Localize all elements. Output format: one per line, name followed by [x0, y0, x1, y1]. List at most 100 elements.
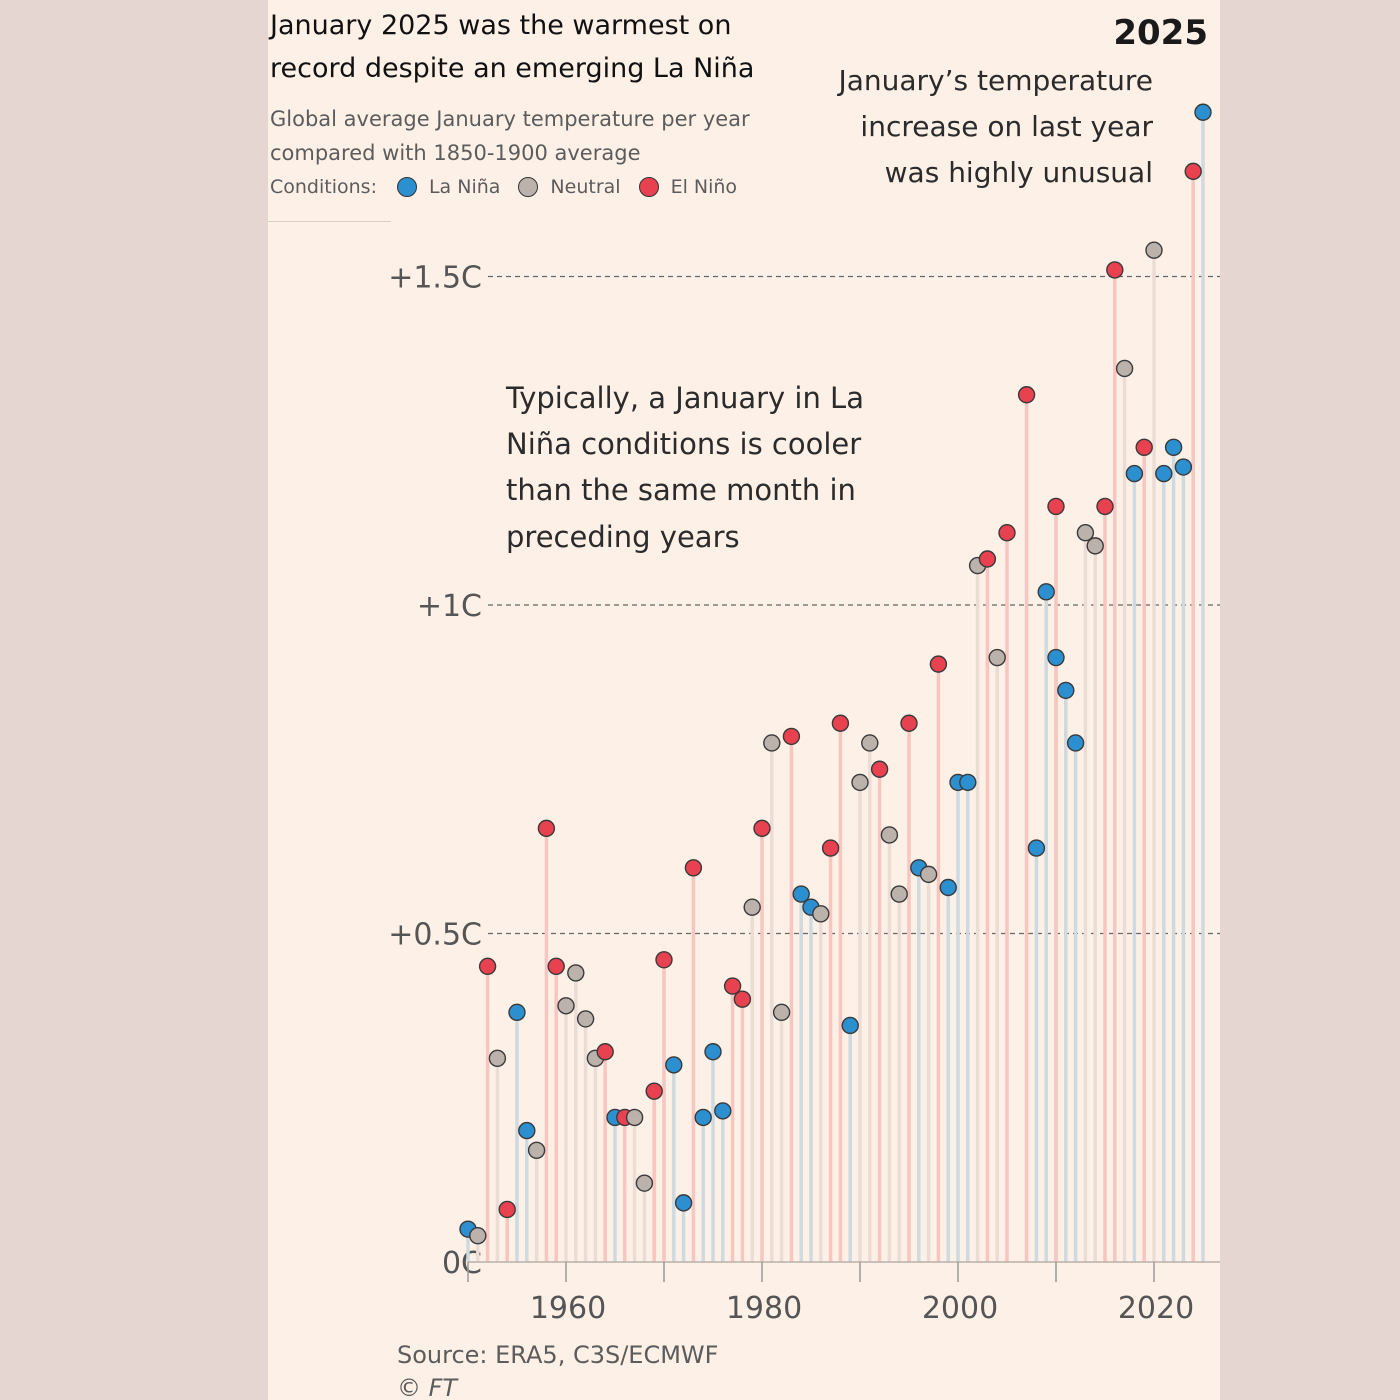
point-1975 [704, 1043, 722, 1061]
chart-title: January 2025 was the warmest on record d… [270, 10, 755, 84]
legend: Conditions: La Niña Neutral El Niño [270, 176, 755, 198]
point-2005 [998, 524, 1016, 542]
point-1970 [655, 951, 673, 969]
point-2017 [1115, 359, 1134, 378]
point-1972 [674, 1194, 693, 1212]
point-1988 [831, 714, 850, 732]
point-1990 [851, 773, 869, 792]
point-2013 [1076, 524, 1095, 542]
right-annotation-line-1: January’s temperature [836, 64, 1153, 97]
point-1987 [821, 839, 840, 857]
legend-label: Conditions: [270, 176, 377, 198]
point-1978 [733, 990, 752, 1008]
chart-page: January 2025 was the warmest on record d… [268, 0, 1220, 1400]
point-2012 [1066, 734, 1085, 752]
point-1958 [537, 819, 556, 838]
gridlines: 0C +0.5C +1C +1.5C [388, 261, 1220, 1281]
point-2008 [1027, 839, 1046, 857]
point-1955 [508, 1003, 526, 1022]
x-axis: 1960 1980 2000 2020 [467, 1261, 1220, 1326]
legend-swatch-el-nino [638, 177, 659, 197]
point-1999 [939, 878, 957, 897]
y-tick-label: +0.5C [388, 918, 482, 953]
x-tick-label: 2020 [1118, 1291, 1194, 1326]
point-2003 [978, 550, 997, 568]
point-2004 [988, 648, 1006, 667]
right-annotation-line-2: increase on last year [860, 110, 1153, 143]
header-divider [268, 221, 391, 222]
point-1957 [527, 1141, 546, 1160]
point-2022 [1164, 438, 1183, 457]
stems [466, 112, 1205, 1262]
legend-text-neutral: Neutral [550, 176, 621, 198]
x-tick-label: 1960 [530, 1291, 606, 1326]
point-2015 [1096, 497, 1114, 516]
point-1956 [518, 1121, 536, 1140]
point-1964 [596, 1043, 614, 1061]
legend-item-neutral: Neutral [518, 176, 621, 198]
point-2020 [1145, 241, 1163, 259]
point-1953 [488, 1049, 507, 1068]
point-2018 [1125, 464, 1144, 483]
point-1995 [900, 714, 918, 732]
point-1979 [743, 898, 761, 916]
chart-subtitle: Global average January temperature per y… [270, 107, 750, 165]
point-2024 [1184, 162, 1202, 181]
point-2023 [1174, 458, 1193, 476]
legend-item-la-nina: La Niña [396, 176, 501, 198]
point-1981 [763, 734, 781, 752]
point-1991 [861, 734, 879, 752]
legend-item-el-nino: El Niño [638, 176, 738, 198]
legend-text-el-nino: El Niño [670, 176, 738, 198]
point-1977 [723, 977, 742, 995]
middle-annotation-line-4: preceding years [506, 520, 740, 554]
point-1962 [576, 1010, 595, 1028]
x-tick-label: 2000 [922, 1291, 998, 1326]
point-1997 [919, 865, 938, 884]
point-1989 [841, 1016, 859, 1035]
point-2010 [1047, 648, 1065, 667]
points [459, 103, 1212, 1245]
middle-annotation-line-1: Typically, a January in La [505, 381, 864, 415]
point-1951 [469, 1227, 487, 1245]
point-1998 [929, 655, 948, 673]
y-tick-label: 0C [442, 1246, 482, 1281]
credit-text: © FT [397, 1374, 459, 1400]
point-2011 [1057, 681, 1075, 700]
legend-text-la-nina: La Niña [428, 176, 501, 198]
year-2025-label: 2025 [1113, 13, 1208, 53]
point-1954 [498, 1200, 516, 1219]
point-1984 [792, 885, 810, 903]
point-1980 [753, 819, 771, 838]
point-2019 [1135, 438, 1153, 457]
point-1973 [684, 859, 703, 877]
point-1986 [812, 905, 830, 923]
scatter-chart: 0C +0.5C +1C +1.5C 1960 1980 2000 2020 2025 Ja… [388, 13, 1220, 1400]
y-tick-label: +1.5C [388, 261, 482, 296]
point-1992 [870, 760, 889, 778]
right-annotation-line-3: was highly unusual [885, 156, 1153, 189]
point-1982 [772, 1003, 791, 1022]
point-1967 [625, 1108, 644, 1127]
point-1994 [890, 885, 908, 903]
point-1993 [880, 826, 899, 844]
point-1961 [567, 964, 585, 982]
point-2009 [1037, 583, 1055, 601]
point-1971 [665, 1056, 683, 1074]
middle-annotation-line-3: than the same month in [506, 473, 856, 507]
point-2014 [1086, 537, 1104, 555]
point-2025 [1194, 103, 1212, 121]
middle-annotation-line-2: Niña conditions is cooler [506, 427, 861, 461]
point-2021 [1155, 464, 1173, 483]
point-1974 [694, 1108, 712, 1127]
point-1959 [547, 957, 565, 976]
point-1968 [635, 1174, 654, 1192]
point-1976 [714, 1102, 732, 1120]
y-tick-label: +1C [417, 589, 482, 624]
point-1952 [478, 957, 497, 976]
point-2007 [1017, 386, 1036, 404]
point-2016 [1106, 261, 1124, 279]
legend-swatch-neutral [518, 177, 539, 197]
point-1960 [557, 997, 575, 1015]
point-2001 [959, 773, 977, 792]
